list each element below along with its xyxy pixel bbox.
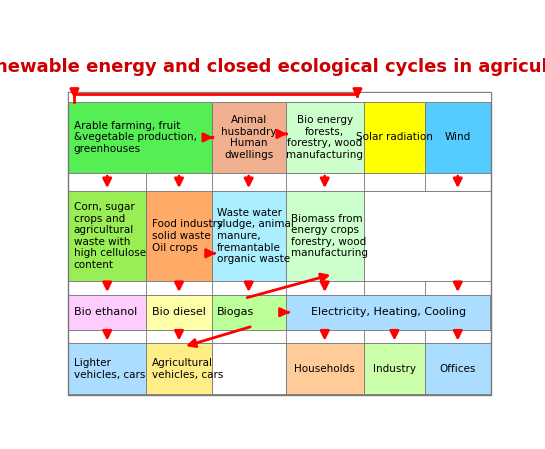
Bar bbox=[68, 92, 490, 101]
Bar bbox=[425, 101, 490, 173]
Bar bbox=[211, 101, 286, 173]
Bar bbox=[286, 101, 364, 173]
Bar bbox=[286, 191, 364, 281]
Text: Lighter
vehicles, cars: Lighter vehicles, cars bbox=[74, 358, 145, 379]
Text: Bio ethanol: Bio ethanol bbox=[74, 307, 137, 317]
Bar bbox=[68, 281, 490, 295]
Text: Solar radiation: Solar radiation bbox=[356, 132, 433, 142]
Text: Waste water
sludge, animal
manure,
fremantable
organic waste: Waste water sludge, animal manure, frema… bbox=[217, 208, 294, 264]
Text: Agricultural
vehicles, cars: Agricultural vehicles, cars bbox=[152, 358, 223, 379]
Text: Biomass from
energy crops
forestry, wood
manufacturing: Biomass from energy crops forestry, wood… bbox=[291, 214, 368, 258]
Bar bbox=[211, 191, 286, 281]
Bar bbox=[211, 295, 286, 330]
Text: Electricity, Heating, Cooling: Electricity, Heating, Cooling bbox=[311, 307, 465, 317]
Text: Corn, sugar
crops and
agricultural
waste with
high cellulose
content: Corn, sugar crops and agricultural waste… bbox=[74, 202, 146, 270]
Bar bbox=[146, 295, 211, 330]
Text: Offices: Offices bbox=[440, 364, 476, 374]
Bar bbox=[68, 295, 146, 330]
Text: Bio diesel: Bio diesel bbox=[152, 307, 205, 317]
Bar bbox=[146, 343, 211, 394]
Bar bbox=[68, 101, 211, 173]
Text: Wind: Wind bbox=[445, 132, 471, 142]
Bar bbox=[68, 343, 146, 394]
Bar bbox=[364, 101, 425, 173]
Text: Households: Households bbox=[294, 364, 355, 374]
Text: Bio energy
forests,
forestry, wood
manufacturing: Bio energy forests, forestry, wood manuf… bbox=[286, 115, 363, 160]
Bar bbox=[211, 343, 286, 394]
Text: Renewable energy and closed ecological cycles in agriculture: Renewable energy and closed ecological c… bbox=[0, 58, 545, 76]
Bar bbox=[286, 295, 490, 330]
Bar bbox=[68, 173, 490, 191]
Bar bbox=[364, 343, 425, 394]
Bar bbox=[286, 343, 364, 394]
Bar bbox=[146, 191, 211, 281]
Bar bbox=[364, 191, 490, 281]
Text: Industry: Industry bbox=[373, 364, 416, 374]
Text: Food industry
solid waste
Oil crops: Food industry solid waste Oil crops bbox=[152, 220, 223, 253]
Bar bbox=[68, 92, 490, 395]
Text: Animal
husbandry
Human
dwellings: Animal husbandry Human dwellings bbox=[221, 115, 276, 160]
Bar bbox=[425, 343, 490, 394]
Bar bbox=[68, 330, 490, 343]
Text: Arable farming, fruit
&vegetable production,
greenhouses: Arable farming, fruit &vegetable product… bbox=[74, 121, 197, 154]
Text: Biogas: Biogas bbox=[217, 307, 255, 317]
Bar bbox=[68, 191, 146, 281]
